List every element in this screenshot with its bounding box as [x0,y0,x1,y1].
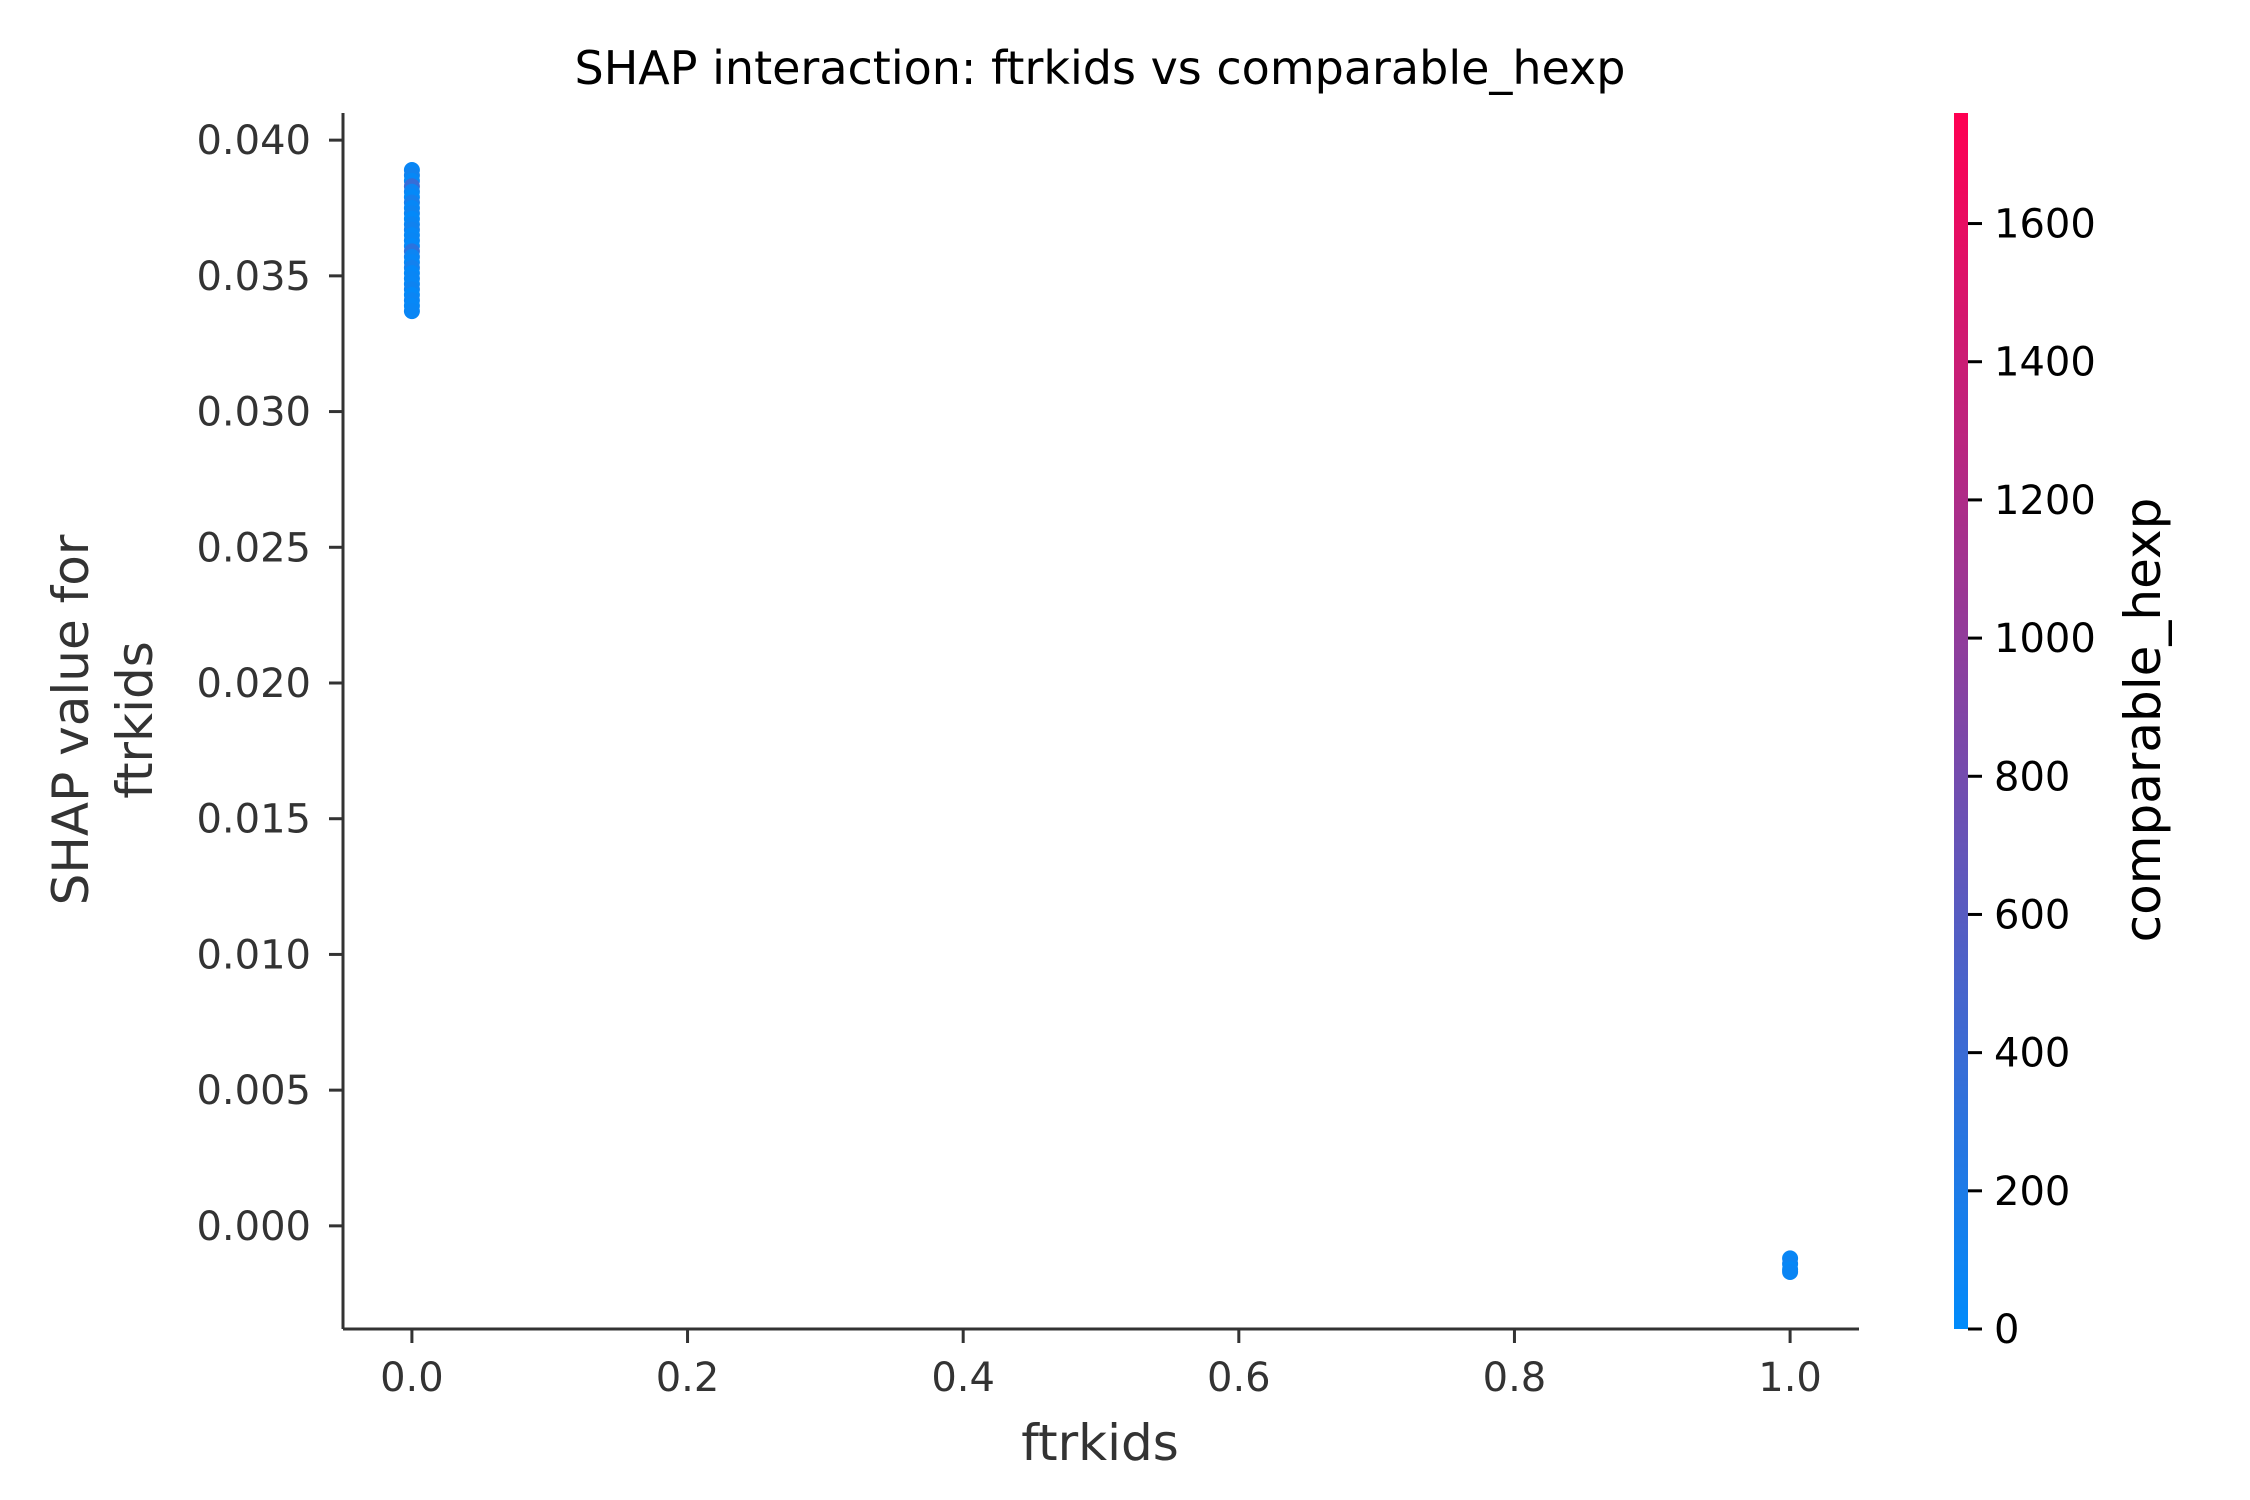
colorbar-tick-label: 1200 [1994,478,2096,524]
colorbar-tick-label: 1000 [1994,616,2096,662]
colorbar-gradient [1954,113,1968,1329]
colorbar-label: comparable_hexp [2114,498,2172,943]
y-tick-label: 0.000 [196,1204,311,1250]
y-tick-label: 0.020 [196,661,311,707]
x-tick-label: 0.0 [380,1355,444,1401]
y-axis-label-line-2: ftrkids [106,641,164,799]
x-tick-label: 0.6 [1207,1355,1271,1401]
x-tick-label: 0.8 [1483,1355,1547,1401]
x-tick-label: 1.0 [1758,1355,1822,1401]
colorbar: 0 200 400 600 800 1000 1200 1400 1600 comparable… [1954,113,2172,1353]
y-tick-label: 0.005 [196,1068,311,1114]
colorbar-tick-label: 600 [1994,892,2070,938]
colorbar-tick-label: 400 [1994,1031,2070,1077]
scatter-points [403,162,1799,1280]
axes [341,113,1859,1331]
scatter-point [403,303,420,320]
colorbar-tick-label: 0 [1994,1307,2019,1353]
x-axis-ticks: 0.0 0.2 0.4 0.6 0.8 1.0 [380,1329,1822,1401]
y-tick-label: 0.015 [196,797,311,843]
y-axis-label-line-1: SHAP value for [42,534,100,905]
x-tick-label: 0.4 [931,1355,995,1401]
y-tick-label: 0.040 [196,118,311,164]
y-tick-label: 0.010 [196,932,311,978]
y-tick-label: 0.025 [196,525,311,571]
scatter-point [1782,1264,1799,1280]
y-axis-ticks: 0.000 0.005 0.010 0.015 0.020 0.025 0.030 0.035… [196,118,343,1250]
x-axis-label: ftrkids [1021,1414,1179,1472]
y-tick-label: 0.035 [196,254,311,300]
x-tick-label: 0.2 [656,1355,720,1401]
colorbar-ticks: 0 200 400 600 800 1000 1200 1400 1600 [1968,202,2096,1353]
y-axis-label: SHAP value for ftrkids [42,534,164,905]
colorbar-tick-label: 1400 [1994,340,2096,386]
colorbar-tick-label: 1600 [1994,202,2096,248]
colorbar-tick-label: 800 [1994,754,2070,800]
colorbar-tick-label: 200 [1994,1169,2070,1215]
y-tick-label: 0.030 [196,390,311,436]
chart-title: SHAP interaction: ftrkids vs comparable_… [575,41,1626,95]
